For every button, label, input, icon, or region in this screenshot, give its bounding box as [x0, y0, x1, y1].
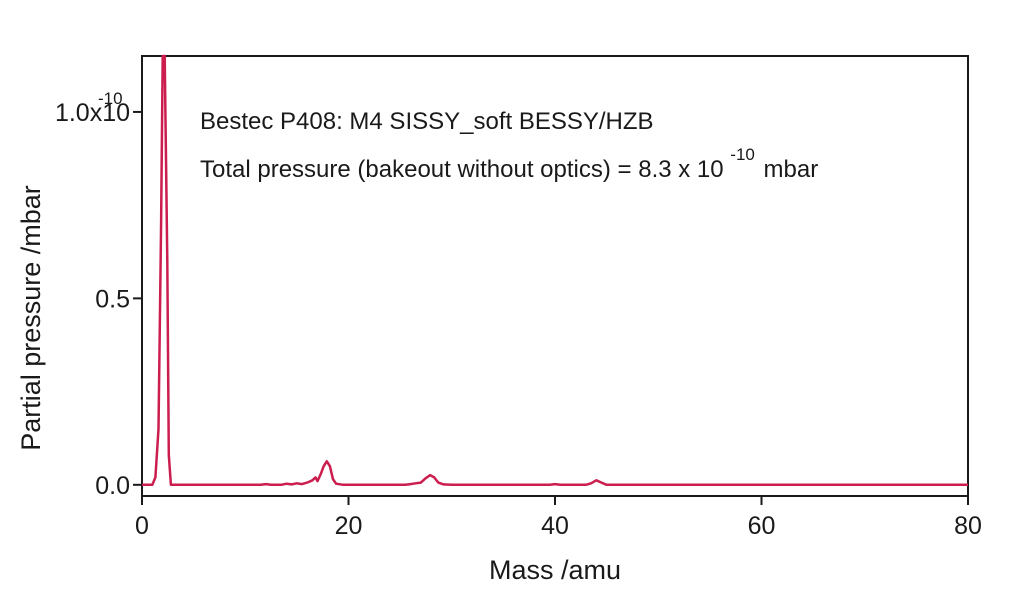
x-axis-label: Mass /amu [489, 555, 621, 585]
x-axis-ticks: 0 20 40 60 80 [135, 496, 982, 540]
y-exponent-label: -10 [98, 89, 123, 108]
annotation-total-pressure: Total pressure (bakeout without optics) … [200, 139, 818, 183]
x-tick-label: 80 [954, 512, 982, 540]
annotation-total-pressure-exponent: -10 [730, 145, 755, 164]
annotation-total-pressure-prefix: Total pressure (bakeout without optics) … [200, 156, 724, 183]
annotation-instrument: Bestec P408: M4 SISSY_soft BESSY/HZB [200, 108, 654, 135]
x-tick-label: 0 [135, 512, 149, 540]
y-axis-ticks: 0.0 0.5 1.0x10 [55, 99, 142, 500]
mass-spectrum-line [142, 54, 968, 487]
y-tick-label: 1.0x10 [55, 99, 130, 127]
x-tick-label: 60 [748, 512, 776, 540]
x-tick-label: 40 [541, 512, 569, 540]
y-axis-label: Partial pressure /mbar [16, 185, 46, 451]
x-tick-label: 20 [335, 512, 363, 540]
y-tick-label: 0.5 [95, 285, 130, 313]
y-tick-label: 0.0 [95, 472, 130, 500]
annotation-total-pressure-suffix: mbar [764, 156, 819, 183]
